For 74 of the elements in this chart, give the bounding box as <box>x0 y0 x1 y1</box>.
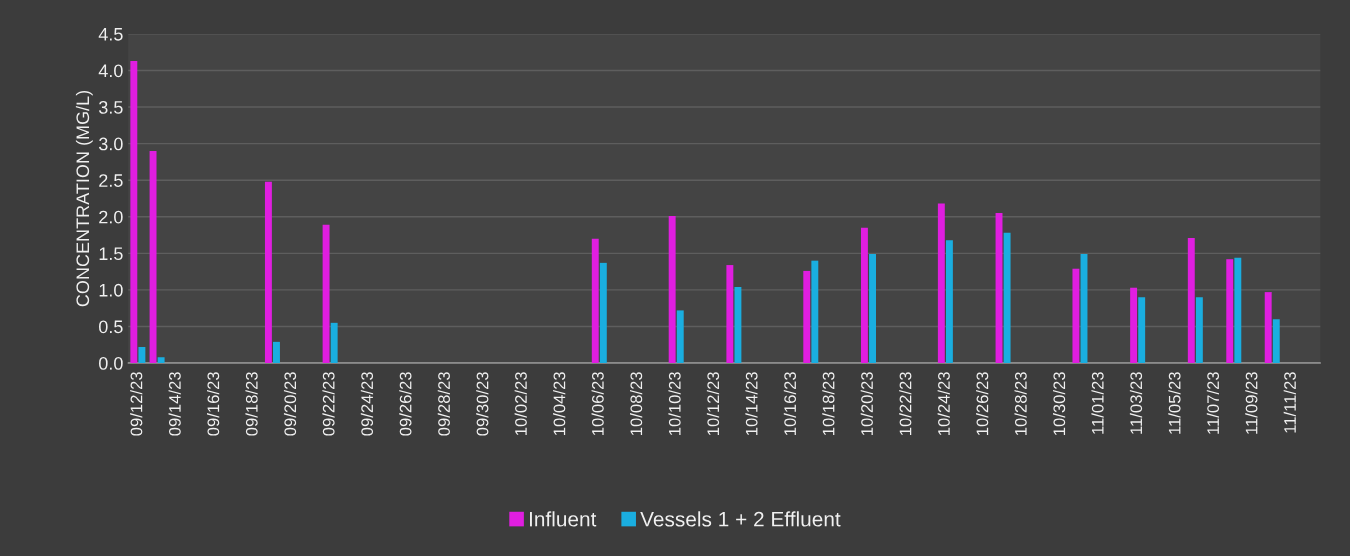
bar <box>1003 232 1011 364</box>
bar <box>157 357 165 364</box>
bar <box>330 322 338 364</box>
x-tick-label: 11/09/23 <box>1245 372 1258 434</box>
x-tick-label: 10/14/23 <box>745 372 758 435</box>
bar <box>1138 297 1146 364</box>
x-tick-label: 10/02/23 <box>514 372 527 435</box>
x-tick-label: 09/14/23 <box>168 372 181 436</box>
x-tick-label: 10/18/23 <box>822 372 835 435</box>
y-tick-label: 3.5 <box>98 101 123 114</box>
x-tick-label: 09/16/23 <box>207 372 220 436</box>
x-tick-label: 10/10/23 <box>668 372 681 435</box>
bar <box>1072 268 1080 364</box>
x-tick-label: 10/04/23 <box>553 372 566 435</box>
x-tick-label: 11/05/23 <box>1168 372 1181 434</box>
x-tick-label: 09/20/23 <box>283 372 297 436</box>
x-tick-label: 10/24/23 <box>937 372 950 435</box>
y-axis-title: CONCENTRATION (MG/L) <box>75 90 93 307</box>
y-tick-label: 2.0 <box>99 210 123 224</box>
x-tick-label: 11/11/23 <box>1283 372 1296 433</box>
x-tick-label: 09/28/23 <box>437 372 450 436</box>
bar <box>726 265 734 364</box>
y-tick-label: 3.0 <box>98 137 123 151</box>
bar <box>937 203 945 364</box>
x-tick-label: 10/20/23 <box>860 372 873 435</box>
bar <box>734 287 742 364</box>
x-tick-label: 10/12/23 <box>706 372 720 435</box>
bar <box>945 240 953 364</box>
bar <box>1234 257 1242 364</box>
bar <box>860 227 868 364</box>
bar <box>1264 292 1272 364</box>
x-tick-label: 11/01/23 <box>1091 372 1104 434</box>
bar <box>273 341 280 364</box>
bar <box>130 60 138 364</box>
y-tick-label: 4.5 <box>98 28 123 41</box>
legend-label: Influent <box>529 511 597 527</box>
x-tick-label: 10/08/23 <box>629 372 643 435</box>
bar <box>869 254 876 364</box>
bar <box>1195 297 1203 364</box>
y-tick-label: 1.5 <box>99 247 123 261</box>
bar <box>264 181 272 364</box>
x-tick-label: 09/26/23 <box>399 372 412 436</box>
x-tick-label: 11/03/23 <box>1129 372 1143 434</box>
bar <box>1272 319 1280 364</box>
y-tick-label: 2.5 <box>99 174 123 187</box>
legend-label: Vessels 1 + 2 Effluent <box>640 511 841 527</box>
x-tick-label: 09/30/23 <box>476 372 489 436</box>
bar <box>591 238 599 364</box>
bar <box>1130 287 1138 364</box>
x-tick-label: 10/16/23 <box>783 372 797 435</box>
bar <box>1226 259 1234 364</box>
y-tick-label: 4.0 <box>98 64 123 78</box>
bar <box>811 260 819 364</box>
bar <box>138 346 146 364</box>
x-tick-label: 09/12/23 <box>130 372 143 436</box>
bar <box>149 150 157 364</box>
bar <box>322 224 330 364</box>
x-tick-label: 10/30/23 <box>1052 372 1066 435</box>
x-tick-label: 10/22/23 <box>899 372 912 435</box>
bar <box>599 262 607 364</box>
x-tick-label: 09/22/23 <box>322 372 335 436</box>
x-tick-label: 10/26/23 <box>976 372 989 435</box>
bar <box>1187 237 1195 364</box>
y-tick-label: 0.5 <box>99 320 123 334</box>
bar <box>676 310 684 364</box>
x-tick-label: 11/07/23 <box>1206 372 1220 434</box>
bar <box>668 216 676 364</box>
x-tick-label: 10/06/23 <box>591 372 604 435</box>
y-tick-label: 0.0 <box>99 357 123 370</box>
x-tick-label: 09/18/23 <box>245 372 258 436</box>
x-tick-label: 10/28/23 <box>1014 372 1027 435</box>
x-tick-label: 09/24/23 <box>360 372 374 436</box>
y-tick-label: 1.0 <box>99 283 123 297</box>
bar <box>803 270 811 364</box>
